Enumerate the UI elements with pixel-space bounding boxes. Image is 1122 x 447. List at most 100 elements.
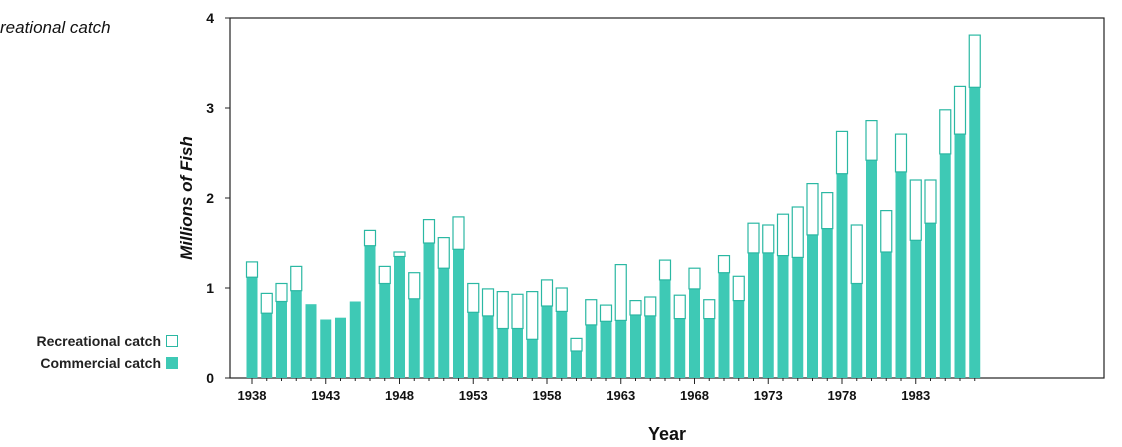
bar-recreational-1985 <box>939 109 952 155</box>
bar-commercial-1939 <box>261 313 273 378</box>
bar-commercial-1942 <box>305 304 317 378</box>
bar-commercial-1970 <box>718 272 730 378</box>
bar-commercial-1968 <box>689 288 700 378</box>
bar-recreational-1970 <box>717 255 731 274</box>
x-tick-label: 1948 <box>385 388 414 403</box>
legend: Recreational catch Commercial catch <box>8 330 178 374</box>
bar-commercial-1982 <box>895 171 907 378</box>
bar-commercial-1978 <box>836 173 848 378</box>
bar-recreational-1983 <box>909 179 922 241</box>
bar-commercial-1949 <box>408 298 420 378</box>
bar-recreational-1969 <box>703 299 716 320</box>
bar-recreational-1953 <box>467 282 480 313</box>
bar-commercial-1941 <box>290 290 302 378</box>
bar-recreational-1979 <box>850 224 863 285</box>
bar-commercial-1966 <box>659 279 671 378</box>
x-tick-label: 1983 <box>901 388 930 403</box>
x-axis: 1938 1943 1948 1953 1958 1963 1968 1973 1978 1983 <box>238 378 976 403</box>
bar-recreational-1951 <box>437 237 450 269</box>
bar-commercial-1984 <box>925 223 936 378</box>
legend-label-recreational: Recreational catch <box>36 333 162 349</box>
bar-commercial-1954 <box>482 315 494 378</box>
bar-recreational-1946 <box>363 229 377 247</box>
bar-commercial-1957 <box>526 339 538 378</box>
bar-commercial-1952 <box>453 249 464 378</box>
y-tick-label: 1 <box>206 280 214 296</box>
bar-recreational-1982 <box>894 133 908 173</box>
bar-commercial-1947 <box>379 283 391 378</box>
bar-recreational-1974 <box>776 213 790 257</box>
bar-commercial-1975 <box>792 257 804 378</box>
bar-commercial-1944 <box>335 317 346 378</box>
bar-recreational-1975 <box>791 206 804 259</box>
bar-commercial-1953 <box>467 312 479 378</box>
bar-recreational-1976 <box>806 183 819 236</box>
y-axis: 0 1 2 3 4 <box>206 10 230 386</box>
y-axis-label: Millions of Fish <box>177 136 196 260</box>
bar-commercial-1974 <box>777 255 789 378</box>
bar-recreational-1984 <box>924 179 937 224</box>
x-tick-label: 1978 <box>828 388 857 403</box>
x-tick-label: 1938 <box>238 388 267 403</box>
bar-commercial-1979 <box>851 283 863 378</box>
bar-commercial-1943 <box>320 319 332 378</box>
bar-commercial-1946 <box>364 245 376 378</box>
bar-commercial-1969 <box>703 318 715 378</box>
cropped-title-fragment: reational catch <box>0 18 111 37</box>
bar-recreational-1972 <box>747 222 760 254</box>
x-tick-label: 1973 <box>754 388 783 403</box>
bar-commercial-1951 <box>438 268 450 378</box>
legend-swatch-commercial <box>166 357 178 369</box>
y-tick-label: 0 <box>206 370 214 386</box>
x-tick-label: 1953 <box>459 388 488 403</box>
bar-recreational-1952 <box>452 216 465 250</box>
bar-recreational-1981 <box>880 210 893 253</box>
bar-recreational-1977 <box>821 192 834 230</box>
bar-commercial-1958 <box>541 306 553 378</box>
bar-commercial-1983 <box>910 240 922 378</box>
bar-commercial-1976 <box>807 234 818 378</box>
bar-recreational-1960 <box>570 337 583 352</box>
bar-commercial-1956 <box>512 328 523 378</box>
bar-recreational-1962 <box>599 304 613 322</box>
bar-recreational-1966 <box>658 259 672 281</box>
bar-commercial-1965 <box>644 315 656 378</box>
bar-recreational-1948 <box>393 251 406 258</box>
bar-recreational-1938 <box>245 261 259 278</box>
bar-commercial-1981 <box>880 252 892 378</box>
bar-recreational-1955 <box>496 291 509 330</box>
bar-commercial-1960 <box>571 351 582 378</box>
legend-swatch-recreational <box>166 335 178 347</box>
bar-commercial-1977 <box>821 228 833 378</box>
bar-recreational-1986 <box>953 85 967 135</box>
bar-recreational-1940 <box>275 282 288 303</box>
bar-commercial-1986 <box>954 134 966 378</box>
bar-commercial-1987 <box>969 87 981 379</box>
bar-commercial-1955 <box>497 328 509 378</box>
bar-commercial-1985 <box>939 153 951 378</box>
legend-item-commercial: Commercial catch <box>8 352 178 374</box>
bar-recreational-1987 <box>968 34 981 88</box>
bar-recreational-1980 <box>865 119 878 161</box>
bar-recreational-1941 <box>290 265 303 292</box>
bar-recreational-1964 <box>629 300 642 316</box>
bar-recreational-1958 <box>540 279 554 307</box>
bar-recreational-1965 <box>644 296 657 317</box>
bar-commercial-1961 <box>585 324 597 378</box>
x-tick-label: 1958 <box>533 388 562 403</box>
y-tick-label: 4 <box>206 10 214 26</box>
bar-recreational-1949 <box>408 272 421 300</box>
bar-commercial-1959 <box>556 311 568 378</box>
x-tick-label: 1943 <box>311 388 340 403</box>
bar-recreational-1957 <box>526 291 539 340</box>
bar-commercial-1948 <box>394 256 405 378</box>
bar-commercial-1967 <box>674 318 686 378</box>
x-axis-label: Year <box>648 424 686 444</box>
bar-commercial-1962 <box>600 321 612 378</box>
bar-recreational-1978 <box>835 130 849 175</box>
bar-recreational-1954 <box>481 288 495 317</box>
bar-commercial-1945 <box>349 301 361 378</box>
bar-commercial-1938 <box>246 277 258 378</box>
